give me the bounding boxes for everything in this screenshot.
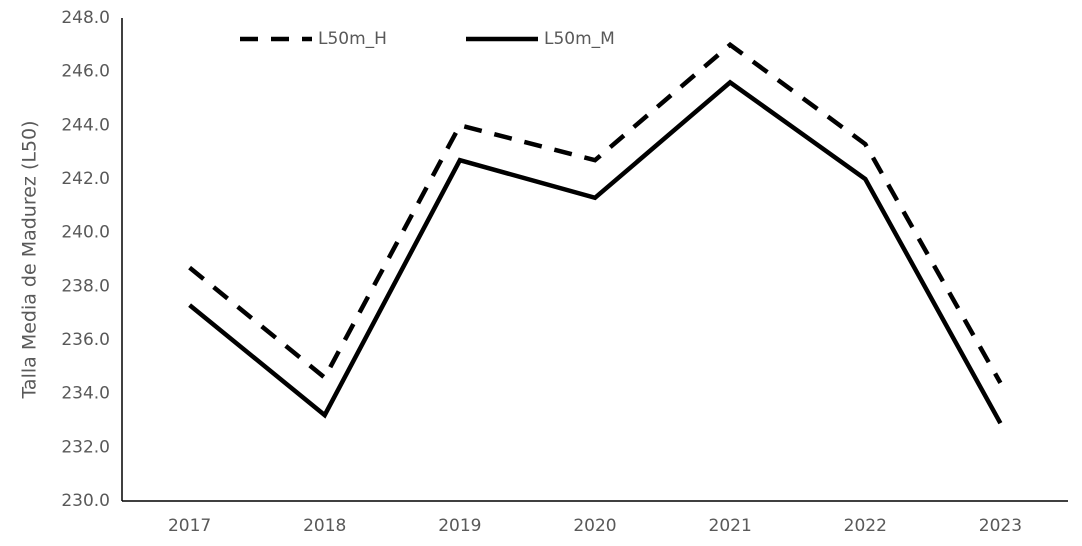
legend-label: L50m_H: [318, 29, 387, 49]
y-tick-label: 230.0: [61, 491, 110, 511]
x-tick-label: 2022: [844, 516, 887, 536]
x-tick-label: 2018: [303, 516, 346, 536]
x-tick-label: 2019: [438, 516, 481, 536]
x-tick-label: 2020: [573, 516, 616, 536]
x-tick-label: 2017: [168, 516, 211, 536]
y-tick-label: 238.0: [61, 276, 110, 296]
series-line-l50m-m: [188, 79, 1003, 425]
y-tick-label: 240.0: [61, 223, 110, 243]
axes: [121, 18, 1068, 502]
y-tick-label: 232.0: [61, 437, 110, 457]
y-axis-title: Talla Media de Madurez (L50): [19, 120, 41, 399]
x-tick-labels: 2017 2018 2019 2020 2021 2022 2023: [168, 516, 1022, 536]
y-tick-label: 236.0: [61, 330, 110, 350]
y-tick-labels: 230.0 232.0 234.0 236.0 238.0 240.0 242.0 244.0…: [61, 8, 110, 511]
x-tick-label: 2023: [979, 516, 1022, 536]
y-tick-label: 234.0: [61, 384, 110, 404]
series-lines: [188, 41, 1003, 425]
series-line-l50m-h: [188, 41, 1003, 385]
x-tick-label: 2021: [709, 516, 752, 536]
legend: L50m_H L50m_M: [240, 29, 615, 49]
y-axis-title-group: Talla Media de Madurez (L50): [19, 120, 41, 399]
y-tick-label: 242.0: [61, 169, 110, 189]
y-tick-label: 248.0: [61, 8, 110, 28]
y-tick-label: 246.0: [61, 62, 110, 82]
legend-label: L50m_M: [544, 29, 615, 49]
y-tick-label: 244.0: [61, 115, 110, 135]
